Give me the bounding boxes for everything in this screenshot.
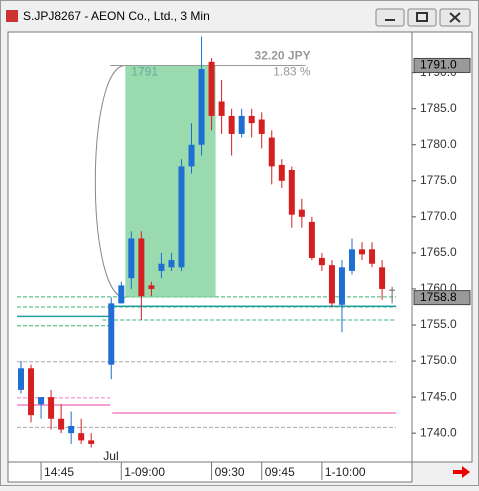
y-tick-label: 1780.0: [420, 137, 457, 151]
candle-body: [38, 397, 45, 405]
y-tick-label: 1785.0: [420, 101, 457, 115]
candle-body: [48, 397, 55, 419]
candle-body: [178, 166, 185, 268]
candle-body: [68, 425, 75, 434]
price-label-box: [413, 57, 471, 73]
candle-body: [88, 440, 95, 444]
y-tick-label: 1750.0: [420, 353, 457, 367]
x-tick-label: 1-09:00: [124, 465, 165, 479]
candle-body: [158, 263, 165, 271]
candle-body: [28, 368, 35, 416]
y-tick-label: 1745.0: [420, 389, 457, 403]
y-tick-label: 1755.0: [420, 317, 457, 331]
y-tick-label: 1740.0: [420, 425, 457, 439]
candle-body: [128, 238, 135, 279]
candle-body: [379, 267, 386, 289]
maximize-icon: [416, 12, 428, 22]
window-title: S.JPJ8267 - AEON Co., Ltd., 3 Min: [23, 9, 210, 23]
time-axis: [7, 461, 413, 483]
measure-change: 32.20 JPY: [255, 49, 311, 63]
x-tick-label: 14:45: [44, 465, 74, 479]
scroll-arrow[interactable]: [453, 466, 470, 478]
month-label: Jul: [103, 449, 118, 463]
candle-body: [359, 249, 366, 255]
y-tick-label: 1775.0: [420, 173, 457, 187]
maximize-button[interactable]: [407, 8, 437, 27]
candle-body: [198, 69, 205, 145]
minimize-button[interactable]: [375, 8, 405, 27]
candle-body: [108, 303, 115, 365]
candle-body: [118, 285, 125, 304]
candle-body: [248, 115, 255, 124]
plot: 1740.01745.01750.01755.01760.01765.01770…: [17, 36, 471, 480]
candle-body: [58, 418, 65, 430]
candle-body: [338, 267, 345, 305]
candle-body: [369, 249, 376, 264]
candle-body: [148, 285, 155, 289]
candle-body: [288, 169, 295, 215]
candle-body: [228, 115, 235, 134]
price-label: 1758.8: [420, 290, 457, 304]
x-tick-label: 1-10:00: [325, 465, 366, 479]
candle-body: [268, 137, 275, 167]
price-label-box: [413, 290, 471, 306]
candle-body: [218, 101, 225, 116]
candle-body: [308, 221, 315, 258]
candle-body: [138, 238, 145, 297]
window-buttons[interactable]: [375, 8, 471, 27]
candle-body: [318, 257, 325, 266]
candle-body: [208, 61, 215, 116]
candle-body: [238, 115, 245, 134]
x-tick-label: 09:30: [215, 465, 245, 479]
measure-percent: 1.83 %: [273, 65, 311, 79]
candle-body: [328, 265, 335, 304]
candle-body: [18, 368, 24, 390]
y-tick-label: 1765.0: [420, 245, 457, 259]
x-tick-label: 09:45: [265, 465, 295, 479]
close-icon: [449, 12, 461, 23]
candle-body: [298, 209, 305, 217]
measure-price: 1791: [131, 65, 158, 79]
candle-body: [188, 144, 195, 167]
app-icon: [6, 10, 18, 22]
candle-body: [348, 249, 355, 271]
candle-body: [389, 289, 396, 291]
price-label: 1791.0: [420, 58, 457, 72]
price-axis: [411, 31, 473, 463]
y-tick-label: 1770.0: [420, 209, 457, 223]
candle-body: [258, 119, 265, 134]
measure-bracket: [94, 64, 126, 299]
candle-body: [278, 164, 285, 181]
candle-body: [78, 433, 85, 441]
candle-body: [168, 260, 175, 268]
